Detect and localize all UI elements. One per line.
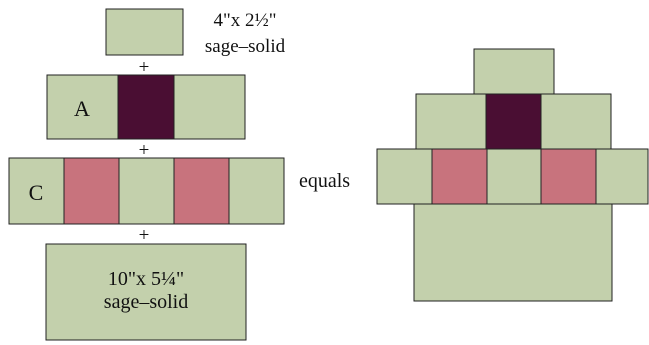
- result-top-piece: [473, 48, 555, 95]
- row-c-cell-3: [118, 157, 175, 225]
- row-a-cell-2: [117, 74, 175, 140]
- finished-block: [376, 48, 649, 302]
- top-piece-size-label: 4"x 2½": [213, 10, 276, 31]
- result-bottom-piece: [413, 203, 613, 302]
- result-row-a-cell-2: [485, 93, 542, 150]
- result-row-c-cell-4: [540, 148, 597, 205]
- plus-sign-2: +: [139, 140, 150, 161]
- equals-label: equals: [299, 170, 350, 192]
- bottom-piece-group: 10"x 5¼" sage–solid: [45, 243, 247, 341]
- row-c-cell-2: [63, 157, 120, 225]
- result-row-a-cell-1: [415, 93, 487, 150]
- result-row-c-cell-3: [486, 148, 542, 205]
- row-a-label: A: [74, 96, 90, 121]
- row-a-cell-1: [46, 74, 119, 140]
- plus-sign-3: +: [139, 225, 150, 246]
- result-row-a-cell-3: [540, 93, 612, 150]
- row-c-cell-1: [8, 157, 65, 225]
- bottom-piece-size-label: 10"x 5¼": [108, 268, 184, 290]
- row-c-group: C: [8, 157, 285, 225]
- top-piece-group: 4"x 2½" sage–solid: [105, 8, 286, 57]
- row-c-cell-4: [173, 157, 230, 225]
- row-a-group: A: [46, 74, 246, 140]
- result-row-c-cell-2: [431, 148, 488, 205]
- row-c-label: C: [29, 180, 44, 205]
- result-row-c-cell-1: [376, 148, 433, 205]
- row-c-cell-5: [228, 157, 285, 225]
- bottom-sage-piece: [45, 243, 247, 341]
- top-piece-fabric-label: sage–solid: [205, 36, 286, 57]
- top-sage-piece: [105, 8, 184, 56]
- bottom-piece-fabric-label: sage–solid: [104, 291, 188, 313]
- plus-sign-1: +: [139, 57, 150, 78]
- row-a-cell-3: [173, 74, 246, 140]
- result-row-c-cell-5: [595, 148, 649, 205]
